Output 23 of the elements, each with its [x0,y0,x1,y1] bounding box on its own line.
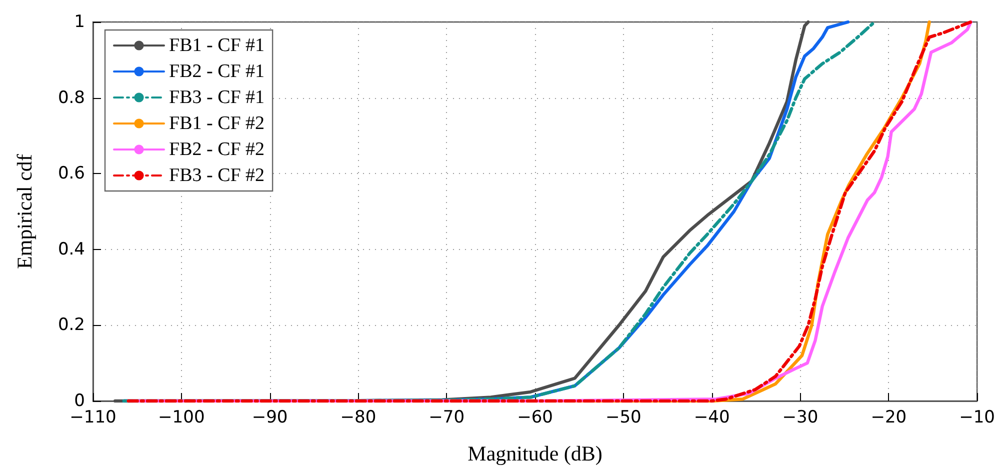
y-tick-label: 1 [74,12,85,32]
x-tick-label: −90 [252,408,288,428]
x-tick-label: −30 [782,408,818,428]
y-tick-label: 0.4 [58,239,85,260]
x-tick-label: −20 [870,408,907,428]
x-tick-label: −100 [158,408,205,428]
y-axis-title: Empirical cdf [12,154,36,269]
y-tick-label: 0.6 [58,164,85,184]
legend-label: FB2 - CF #2 [169,139,265,160]
legend-label: FB3 - CF #2 [169,165,265,186]
legend-label: FB3 - CF #1 [169,87,265,108]
x-tick-label: −10 [959,408,996,428]
x-tick-label: −70 [428,408,465,428]
x-axis-title: Magnitude (dB) [468,442,602,466]
legend-label: FB1 - CF #2 [169,113,265,134]
legend-label: FB1 - CF #1 [169,35,265,56]
x-tick-label: −60 [517,408,553,428]
x-tick-label: −50 [605,408,642,428]
y-tick-label: 0.2 [58,315,85,336]
legend-label: FB2 - CF #1 [169,61,265,82]
x-tick-label: −80 [340,408,376,428]
y-tick-label: 0.8 [58,88,85,108]
x-tick-label: −40 [694,408,730,428]
